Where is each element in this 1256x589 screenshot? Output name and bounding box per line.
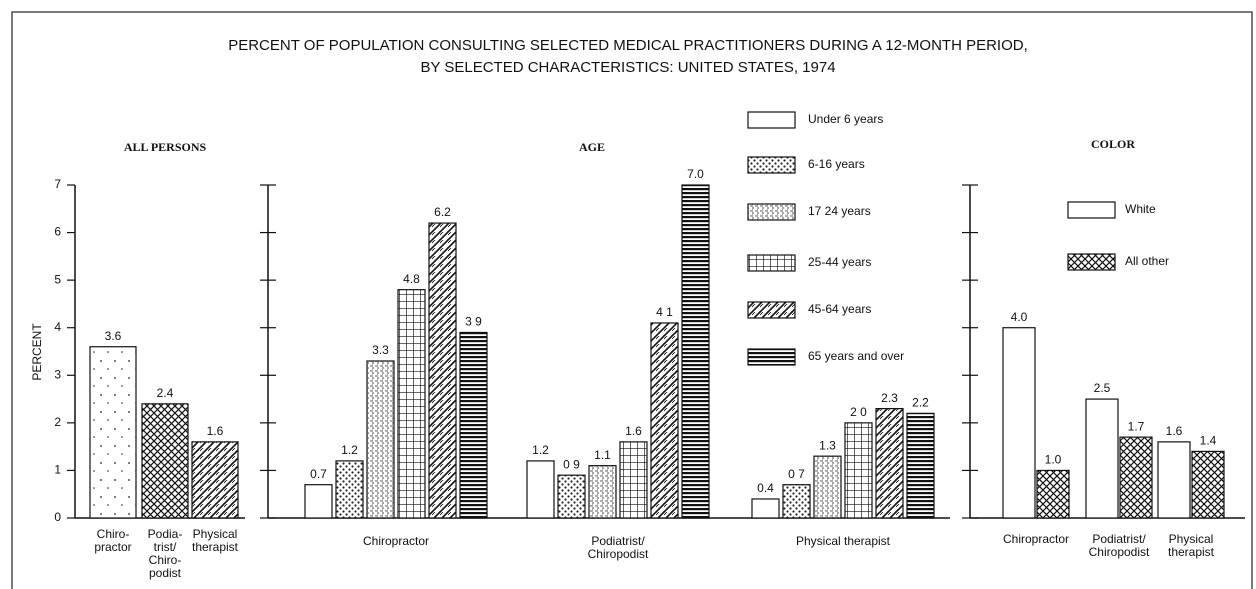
frame [11,11,1253,589]
x-tick-label: Physical therapist [192,527,239,554]
value-label: 1.2 [532,443,549,457]
chart-title: PERCENT OF POPULATION CONSULTING SELECTE… [228,37,1028,54]
x-tick-label: Chiropractor [1003,532,1069,546]
x-tick-label: Physical therapist [796,534,891,548]
y-tick-label: 4 [54,320,61,334]
value-label: 0 9 [563,457,580,471]
y-tick-label: 3 [54,367,61,381]
bar [428,222,457,519]
bar [526,460,555,519]
value-label: 2.4 [157,386,174,400]
bar [1157,441,1191,519]
legend-label: Under 6 years [808,112,883,126]
bar [141,403,189,519]
value-label: 1.7 [1128,419,1145,433]
bar [1002,327,1036,519]
x-tick-label: Podiatrist/Chiropodist [1089,532,1150,559]
panel-title: ALL PERSONS [124,140,207,154]
x-tick-label: Podiatrist/Chiropodist [588,534,649,561]
bar [1191,450,1225,519]
x-tick-label: Chiro-practor [94,527,131,554]
value-label: 1.4 [1200,434,1217,448]
value-label: 1.3 [819,438,836,452]
bar [782,484,811,519]
bar [650,322,679,519]
x-tick-label: Chiropractor [363,534,429,548]
y-tick-label: 2 [54,415,61,429]
y-tick-label: 5 [54,272,61,286]
legend-label: 25-44 years [808,255,871,269]
legend-swatch [747,254,796,272]
value-label: 1.6 [207,424,224,438]
chart-title: BY SELECTED CHARACTERISTICS: UNITED STAT… [420,59,835,76]
y-tick-label: 7 [54,177,61,191]
value-label: 7.0 [687,167,704,181]
value-label: 4 1 [656,305,673,319]
bar [557,474,586,519]
bar [1085,398,1119,519]
value-label: 0.4 [757,481,774,495]
legend-label: 45-64 years [808,302,871,316]
bar [1036,469,1070,519]
y-axis-label: PERCENT [30,323,44,381]
value-label: 3.3 [372,343,389,357]
legend-swatch [1067,253,1116,271]
bar [89,346,137,519]
bar [304,484,333,519]
bar [588,465,617,519]
value-label: 1.2 [341,443,358,457]
bar [1119,436,1153,519]
x-tick-label: Physical therapist [1168,532,1215,559]
bar [751,498,780,519]
panel-title: AGE [579,140,605,154]
value-label: 3.6 [105,329,122,343]
value-label: 1.0 [1045,453,1062,467]
bar [335,460,364,519]
legend-swatch [747,301,796,319]
bar [875,407,904,519]
bar [366,360,395,519]
legend-label: White [1125,202,1156,216]
bar [191,441,239,519]
value-label: 0.7 [310,467,327,481]
value-label: 2.3 [881,391,898,405]
value-label: 2 0 [850,405,867,419]
legend-swatch [747,111,796,129]
legend-label: All other [1125,254,1169,268]
value-label: 3 9 [465,315,482,329]
y-tick-label: 6 [54,225,61,239]
legend-swatch [747,156,796,174]
y-tick-label: 0 [54,510,61,524]
value-label: 1.6 [625,424,642,438]
bar [906,412,935,519]
legend-swatch [747,348,796,366]
value-label: 6.2 [434,205,451,219]
bar [844,422,873,519]
legend-label: 65 years and over [808,349,904,363]
value-label: 4.8 [403,272,420,286]
value-label: 2.5 [1094,381,1111,395]
bar [459,331,488,519]
value-label: 2.2 [912,396,929,410]
bar [681,184,710,519]
x-tick-label: Podia-trist/Chiro-podist [148,527,183,580]
legend-label: 17 24 years [808,204,871,218]
panel-title: COLOR [1091,137,1135,151]
value-label: 1.6 [1166,424,1183,438]
bar [813,455,842,519]
legend-label: 6-16 years [808,157,865,171]
value-label: 0 7 [788,467,805,481]
value-label: 1.1 [594,448,611,462]
value-label: 4.0 [1011,310,1028,324]
legend-swatch [1067,201,1116,219]
legend-swatch [747,203,796,221]
bar [397,289,426,519]
y-tick-label: 1 [54,463,61,477]
bar [619,441,648,519]
